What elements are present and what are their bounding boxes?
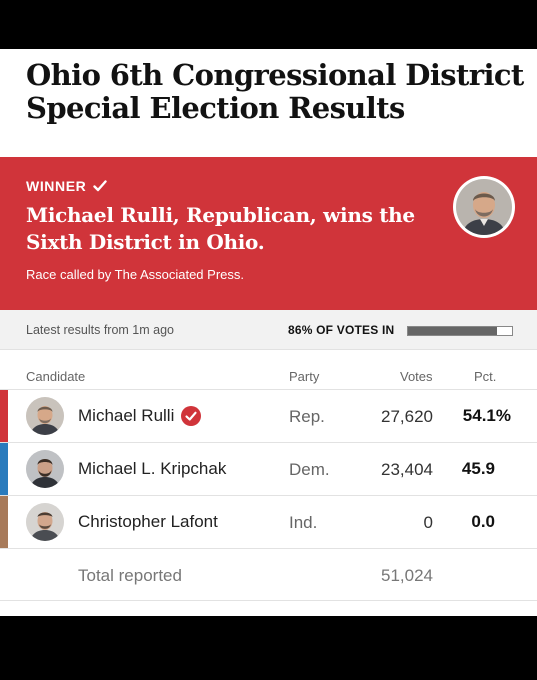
results-status-bar: Latest results from 1m ago 86% OF VOTES …	[0, 310, 537, 350]
column-header-votes: Votes	[400, 369, 433, 384]
total-label: Total reported	[78, 566, 182, 585]
candidate-name-text: Michael Rulli	[78, 406, 175, 425]
column-header-party: Party	[289, 369, 320, 384]
winner-tag: WINNER	[26, 178, 108, 194]
candidate-name-text: Michael L. Kripchak	[78, 459, 227, 478]
winner-avatar	[453, 176, 515, 238]
party-color-stripe	[0, 443, 8, 495]
party-color-stripe	[0, 496, 8, 548]
candidate-avatar	[26, 503, 64, 541]
votes-in-progress-bar	[407, 326, 513, 336]
winner-headline: Michael Rulli, Republican, wins the Sixt…	[26, 203, 415, 254]
checkmark-icon	[93, 180, 108, 192]
results-page: Ohio 6th Congressional District Special …	[0, 49, 537, 616]
page-title: Ohio 6th Congressional District Special …	[26, 58, 524, 125]
candidate-name: Christopher Lafont	[78, 512, 218, 532]
progress-fill	[408, 327, 498, 335]
candidate-party: Rep.	[289, 407, 325, 426]
race-called-note: Race called by The Associated Press.	[26, 267, 244, 282]
table-row: Christopher Lafont Ind. 0 0.0	[0, 495, 537, 548]
candidate-party: Ind.	[289, 513, 318, 532]
winner-tag-label: WINNER	[26, 178, 87, 194]
table-row: Michael L. Kripchak Dem. 23,404 45.9	[0, 442, 537, 495]
total-row: Total reported 51,024	[0, 548, 537, 601]
candidate-pct: 0.0	[471, 512, 495, 531]
candidate-party: Dem.	[289, 460, 330, 479]
column-header-candidate: Candidate	[26, 369, 86, 384]
candidate-name: Michael L. Kripchak	[78, 459, 226, 479]
winner-check-icon	[181, 406, 202, 426]
candidate-pct: 54.1%	[462, 406, 511, 425]
candidate-avatar	[26, 397, 64, 435]
candidate-votes: 0	[423, 513, 433, 532]
candidate-pct: 45.9	[461, 459, 495, 478]
votes-in-label: 86% OF VOTES IN	[288, 323, 395, 337]
latest-results-timestamp: Latest results from 1m ago	[26, 323, 174, 337]
candidate-votes: 27,620	[381, 407, 433, 426]
candidate-name: Michael Rulli	[78, 406, 202, 426]
candidate-votes: 23,404	[381, 460, 433, 479]
table-row: Michael Rulli Rep. 27,620 54.1%	[0, 389, 537, 442]
total-votes: 51,024	[381, 566, 433, 585]
winner-banner: WINNER Michael Rulli, Republican, wins t…	[0, 157, 537, 310]
candidate-name-text: Christopher Lafont	[78, 512, 218, 531]
candidate-avatar	[26, 450, 64, 488]
party-color-stripe	[0, 390, 8, 442]
column-header-pct: Pct.	[474, 369, 497, 384]
